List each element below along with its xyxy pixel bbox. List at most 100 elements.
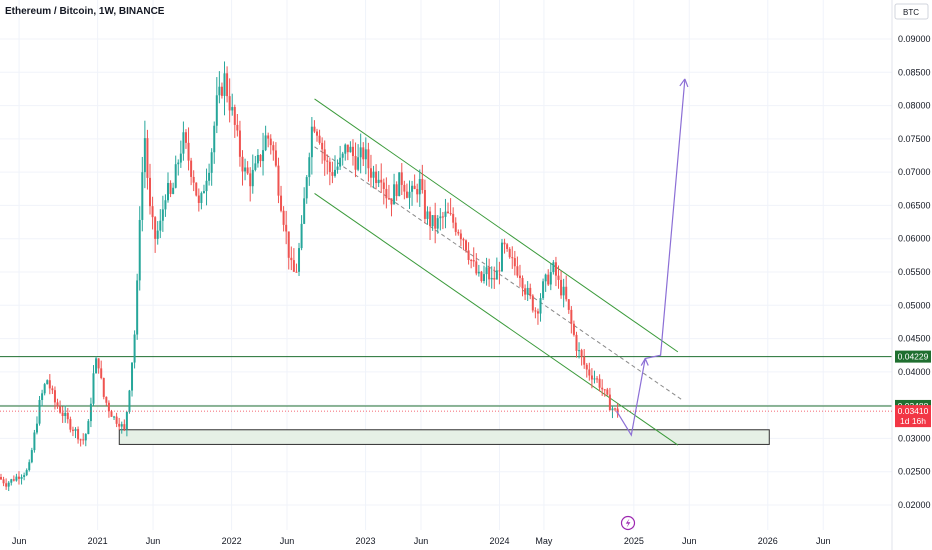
candle-body	[444, 211, 447, 217]
candle-body	[524, 288, 527, 295]
candle-body	[431, 215, 434, 227]
candle-body	[454, 222, 457, 232]
price-unit-badge[interactable]	[894, 3, 929, 20]
candle-body	[503, 242, 506, 245]
candle-body	[282, 210, 285, 225]
candle-body	[105, 396, 108, 403]
candle-body	[233, 107, 236, 125]
candle-body	[303, 198, 306, 224]
candle-body	[310, 126, 313, 158]
candle-body	[182, 132, 185, 154]
candle-body	[23, 475, 26, 477]
candle-body	[5, 483, 8, 487]
candle-body	[66, 412, 69, 420]
current-price-label: 0.03410	[898, 406, 929, 416]
candle-body	[369, 168, 372, 178]
candle-body	[197, 195, 200, 203]
candle-body	[202, 191, 205, 194]
candle-body	[387, 198, 390, 200]
time-tick-label: 2024	[489, 536, 509, 546]
candle-body	[583, 356, 586, 365]
candle-body	[131, 362, 134, 391]
candle-body	[423, 190, 426, 219]
candle-body	[280, 195, 283, 211]
candle-body	[447, 211, 450, 214]
candle-body	[285, 224, 288, 232]
time-tick-label: Jun	[682, 536, 697, 546]
candle-body	[308, 157, 311, 178]
candle-body	[161, 209, 164, 221]
candle-body	[467, 250, 470, 261]
candle-body	[398, 172, 401, 197]
price-tick-label: 0.03000	[898, 433, 931, 443]
candle-body	[95, 358, 98, 374]
candle-body	[405, 191, 408, 198]
price-tick-label: 0.06500	[898, 200, 931, 210]
candle-body	[213, 125, 216, 153]
candle-body	[601, 387, 604, 390]
candle-body	[531, 295, 534, 311]
candle-body	[534, 310, 537, 312]
candle-body	[2, 479, 5, 484]
candle-body	[12, 479, 15, 481]
candle-body	[441, 216, 444, 218]
candle-body	[367, 149, 370, 169]
candle-body	[274, 150, 277, 166]
projection-arrowhead	[679, 78, 689, 88]
candle-body	[200, 193, 203, 203]
candle-body	[146, 138, 149, 178]
candle-body	[118, 423, 121, 427]
candle-body	[123, 424, 126, 430]
candle-body	[218, 86, 221, 96]
price-tick-label: 0.04000	[898, 367, 931, 377]
candle-body	[77, 429, 80, 440]
candle-body	[190, 160, 193, 177]
candle-body	[351, 146, 354, 157]
time-tick-label: Jun	[414, 536, 429, 546]
candle-body	[480, 271, 483, 282]
channel-mid-line	[314, 146, 684, 401]
candle-body	[210, 152, 213, 173]
candle-body	[169, 182, 172, 194]
candle-body	[205, 180, 208, 192]
candle-body	[43, 384, 46, 394]
candle-body	[462, 239, 465, 241]
price-tick-label: 0.07000	[898, 167, 931, 177]
candle-body	[614, 408, 617, 410]
candle-body	[259, 154, 262, 162]
candle-body	[277, 165, 280, 196]
candle-body	[336, 166, 339, 170]
candle-body	[449, 213, 452, 215]
candle-body	[292, 260, 295, 272]
candle-body	[46, 380, 49, 385]
time-tick-label: Jun	[146, 536, 161, 546]
candle-body	[321, 142, 324, 150]
candle-body	[192, 176, 195, 183]
candle-body	[159, 220, 162, 231]
candle-body	[511, 257, 514, 259]
candle-body	[256, 154, 259, 164]
candle-body	[459, 233, 462, 240]
candle-body	[254, 163, 257, 170]
time-tick-label: 2021	[88, 536, 108, 546]
price-tick-label: 0.05500	[898, 267, 931, 277]
candle-body	[82, 439, 85, 441]
candle-body	[567, 299, 570, 310]
candle-body	[110, 411, 113, 417]
lightning-icon[interactable]	[620, 515, 636, 531]
candle-body	[364, 149, 367, 160]
price-tick-label: 0.06000	[898, 234, 931, 244]
time-tick-label: 2022	[222, 536, 242, 546]
candle-body	[596, 378, 599, 380]
candle-body	[349, 146, 352, 153]
candle-body	[107, 402, 110, 412]
candle-body	[195, 182, 198, 196]
time-tick-label: May	[535, 536, 553, 546]
candle-body	[328, 161, 331, 173]
channel-layer	[314, 98, 684, 446]
candle-body	[92, 373, 95, 404]
candle-body	[236, 124, 239, 131]
candle-body	[149, 177, 152, 207]
